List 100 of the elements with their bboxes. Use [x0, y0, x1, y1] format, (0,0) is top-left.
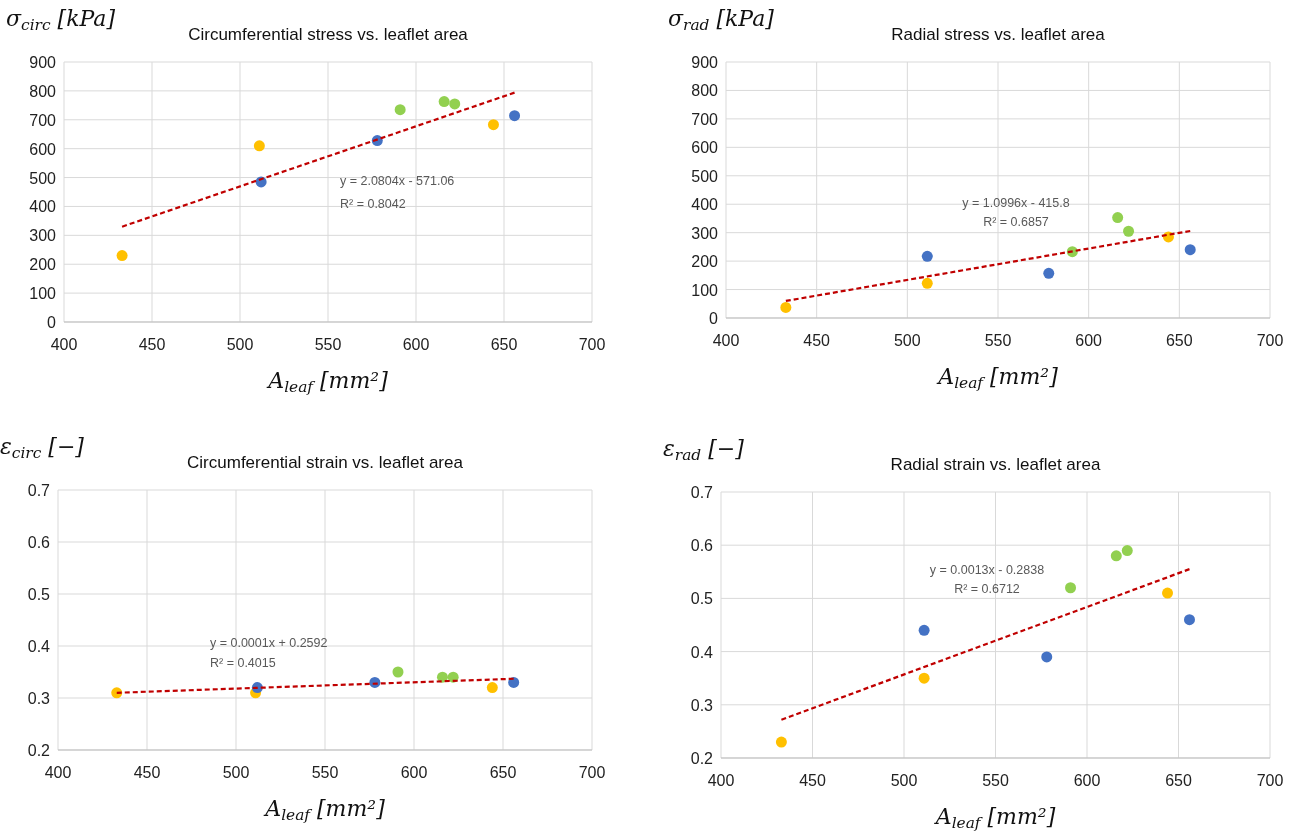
x-tick-label: 600 [400, 764, 428, 781]
y-axis-title: σ$_{circ}$ [kPa] [6, 6, 116, 34]
x-tick-label: 500 [890, 772, 918, 789]
y-tick-label: 300 [29, 227, 57, 245]
x-tick-label: 550 [984, 332, 1012, 349]
y-tick-label: 0 [709, 310, 719, 327]
y-tick-label: 800 [691, 82, 719, 100]
chart-title: Circumferential stress vs. leaflet area [188, 25, 469, 44]
x-tick-label: 550 [314, 336, 342, 353]
x-tick-label: 700 [578, 336, 606, 353]
x-tick-label: 450 [803, 332, 831, 349]
annotation: y = 0.0001x + 0.2592 [210, 636, 328, 650]
point [449, 98, 461, 110]
y-tick-label: 100 [29, 285, 57, 303]
x-tick-label: 550 [311, 764, 339, 781]
x-axis-title: A$_{leaf}$ [mm²] [263, 796, 386, 824]
point [1162, 587, 1174, 599]
y-tick-label: 100 [691, 281, 719, 299]
x-tick-label: 500 [222, 764, 250, 781]
y-tick-label: 0.2 [690, 750, 714, 767]
y-tick-label: 0.4 [27, 638, 51, 655]
x-tick-label: 400 [44, 764, 72, 781]
annotation: y = 2.0804x - 571.06 [340, 174, 455, 188]
y-tick-label: 0.7 [690, 484, 714, 501]
annotation: R² = 0.6857 [983, 215, 1049, 229]
x-tick-label: 700 [1256, 772, 1284, 789]
y-tick-label: 400 [29, 198, 57, 216]
annotation: R² = 0.6712 [954, 582, 1020, 596]
x-tick-label: 650 [1165, 772, 1192, 789]
point [1065, 582, 1077, 594]
point [1121, 545, 1133, 557]
y-tick-label: 900 [691, 54, 719, 71]
annotation: R² = 0.4015 [210, 656, 276, 670]
y-tick-label: 200 [691, 253, 719, 271]
x-tick-label: 650 [490, 336, 518, 353]
y-tick-label: 0.5 [27, 586, 51, 603]
x-tick-label: 600 [402, 336, 430, 353]
y-tick-label: 0.6 [27, 534, 51, 551]
y-tick-label: 0.5 [690, 590, 714, 608]
y-tick-label: 400 [691, 196, 719, 214]
y-tick-label: 600 [29, 140, 57, 158]
point [1041, 651, 1053, 663]
x-tick-label: 450 [799, 772, 826, 789]
y-tick-label: 0.4 [690, 643, 714, 661]
chart-title: Radial stress vs. leaflet area [891, 25, 1106, 44]
y-tick-label: 0.3 [690, 696, 714, 714]
y-tick-label: 500 [691, 167, 719, 185]
point [1112, 212, 1124, 224]
annotation: R² = 0.8042 [340, 197, 406, 211]
x-tick-label: 550 [982, 772, 1009, 789]
point [394, 104, 406, 116]
x-tick-label: 400 [712, 332, 740, 349]
y-tick-label: 0.6 [690, 537, 714, 555]
x-tick-label: 400 [707, 772, 735, 789]
y-axis-title: σ$_{rad}$ [kPa] [668, 6, 775, 34]
x-tick-label: 400 [50, 336, 78, 353]
x-tick-label: 450 [138, 336, 166, 353]
y-axis-title: ε$_{circ}$ [−] [0, 434, 85, 462]
point [780, 301, 792, 313]
x-tick-label: 500 [226, 336, 254, 353]
point [1184, 244, 1196, 256]
x-axis-title: A$_{leaf}$ [mm²] [266, 368, 389, 396]
x-tick-label: 450 [133, 764, 161, 781]
y-tick-label: 700 [29, 111, 57, 129]
y-tick-label: 800 [29, 82, 57, 100]
y-tick-label: 700 [691, 110, 719, 128]
point [438, 96, 450, 108]
point [1183, 614, 1195, 626]
point [1110, 550, 1122, 562]
y-tick-label: 0.2 [27, 742, 51, 759]
x-tick-label: 500 [893, 332, 921, 349]
point [918, 624, 930, 636]
y-tick-label: 0 [47, 314, 57, 331]
y-tick-label: 0.7 [27, 482, 51, 499]
point [1043, 267, 1055, 279]
y-tick-label: 500 [29, 169, 57, 187]
x-tick-label: 650 [489, 764, 517, 781]
point [921, 277, 933, 289]
chart-title: Radial strain vs. leaflet area [890, 455, 1101, 474]
x-tick-label: 700 [578, 764, 606, 781]
y-tick-label: 600 [691, 139, 719, 157]
y-tick-label: 900 [29, 54, 57, 71]
x-tick-label: 600 [1073, 772, 1101, 789]
x-axis-title: A$_{leaf}$ [mm²] [936, 364, 1059, 392]
x-tick-label: 650 [1165, 332, 1193, 349]
chart-title: Circumferential strain vs. leaflet area [187, 453, 464, 472]
point [1123, 225, 1135, 237]
x-tick-label: 700 [1256, 332, 1284, 349]
point [509, 110, 521, 122]
x-axis-title: A$_{leaf}$ [mm²] [933, 804, 1056, 831]
point [921, 250, 933, 262]
y-tick-label: 200 [29, 256, 57, 274]
y-axis-title: ε$_{rad}$ [−] [663, 436, 745, 464]
y-tick-label: 300 [691, 224, 719, 242]
x-tick-label: 600 [1075, 332, 1103, 349]
annotation: y = 1.0996x - 415.8 [962, 196, 1070, 210]
point [116, 250, 128, 262]
point [775, 736, 787, 748]
point [253, 140, 265, 152]
point [487, 119, 499, 131]
